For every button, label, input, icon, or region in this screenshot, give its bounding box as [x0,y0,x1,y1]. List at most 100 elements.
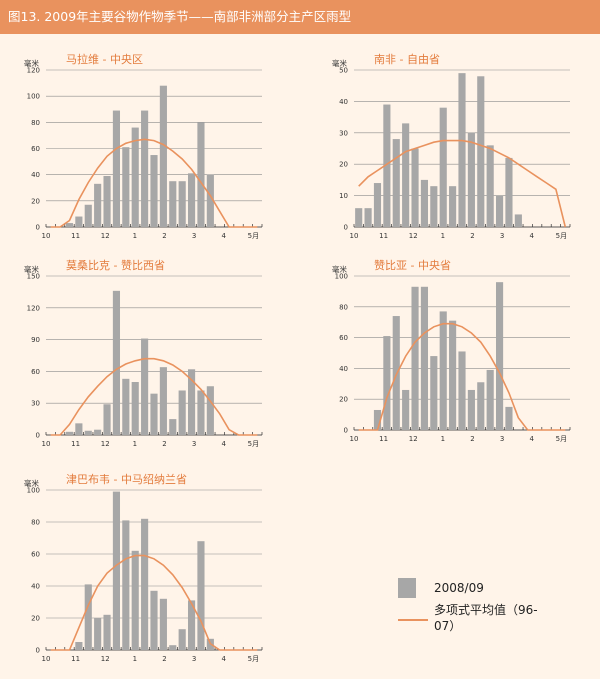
data-bar [94,183,102,227]
data-bar [514,214,522,227]
chart-title: 莫桑比克 - 赞比西省 [66,259,165,272]
average-curve [358,139,567,228]
data-bar [495,195,504,227]
data-bar [65,223,74,227]
x-tick-label: 1 [133,232,137,240]
x-tick-label: 12 [101,440,110,448]
y-tick-label: 20 [339,161,348,169]
x-tick-label: 4 [530,232,535,240]
x-tick-label: 4 [222,440,227,448]
y-tick-label: 20 [31,197,40,205]
x-tick-label: 2 [162,440,166,448]
x-tick-label: 11 [379,232,388,240]
data-bar [141,518,149,650]
data-bar [103,614,111,650]
chart-malawi: 马拉维 - 中央区 毫米 0 20 40 60 80 100 120 10 11 12 1 2 3 4 5月 [22,50,272,245]
data-bar [141,110,149,227]
data-bar [383,104,391,227]
data-bar [206,174,214,227]
legend-curve-label: 多项式平均值（96-07） [434,603,538,633]
x-tick-label: 11 [379,435,388,443]
y-axis-unit: 毫米 [332,264,347,274]
chart-mozambique: 莫桑比克 - 赞比西省 毫米 0 30 60 90 120 150 10 11 12 1 2 3 4 5月 [22,256,272,453]
x-tick-label: 11 [71,232,80,240]
y-tick-label: 40 [339,98,348,106]
y-tick-label: 0 [36,647,40,655]
data-bar [84,584,92,650]
data-bar [178,181,186,227]
y-tick-label: 60 [339,334,348,342]
data-bar [122,520,130,650]
x-tick-label: 3 [192,232,196,240]
data-bar [169,645,177,650]
y-tick-label: 0 [344,427,348,435]
data-bar [94,429,102,435]
x-tick-label: 3 [500,435,504,443]
data-bar [122,378,130,435]
y-tick-label: 40 [31,583,40,591]
data-bar [75,216,83,227]
data-bar [178,629,186,650]
chart-zambia: 赞比亚 - 中央省 毫米 0 20 40 60 80 100 10 11 12 1 2 3 4 5月 [330,256,580,448]
x-tick-label: 4 [222,655,227,663]
data-bar [439,311,447,430]
y-tick-label: 150 [27,273,40,281]
y-tick-label: 0 [36,224,40,232]
data-bar [112,290,121,435]
x-tick-label: 11 [71,655,80,663]
y-tick-label: 30 [31,400,40,408]
x-tick-label: 4 [530,435,535,443]
x-tick-label: 12 [101,655,110,663]
data-bar [449,320,457,430]
data-bar [84,430,92,435]
data-bar [197,122,205,227]
y-tick-label: 20 [339,396,348,404]
data-bar [364,208,372,227]
data-bar [141,338,149,435]
x-tick-label: 3 [192,655,196,663]
data-bar [187,173,196,227]
y-axis-unit: 毫米 [24,58,39,68]
data-bar [112,491,121,650]
data-bar [355,208,363,227]
chart-title: 马拉维 - 中央区 [66,52,143,66]
x-tick-label: 5月 [248,655,259,663]
x-tick-label: 5月 [556,232,567,240]
x-tick-label: 12 [409,435,418,443]
data-bar [486,369,494,430]
data-bar [467,132,475,227]
data-bar [505,157,513,227]
data-bar [75,642,83,650]
data-bar [505,406,513,430]
data-bar [75,423,83,435]
x-tick-label: 5月 [248,440,259,448]
data-bar [458,351,466,430]
x-tick-label: 3 [500,232,504,240]
data-bar [206,386,214,435]
x-tick-label: 5月 [248,232,259,240]
figure-title: 图13. 2009年主要谷物作物季节——南部非洲部分主产区雨型 [0,0,600,34]
data-bar [169,419,177,435]
data-bar [122,147,130,227]
data-bar [103,404,111,435]
x-tick-label: 10 [350,232,359,240]
data-bar [169,181,177,227]
data-bar [84,204,92,227]
x-tick-label: 1 [441,232,445,240]
x-tick-label: 2 [470,232,474,240]
y-axis-unit: 毫米 [24,478,39,488]
legend-curve-swatch [398,619,428,621]
y-tick-label: 100 [335,273,348,281]
y-axis-unit: 毫米 [24,264,39,274]
y-tick-label: 0 [344,224,348,232]
y-tick-label: 120 [27,67,40,75]
data-bar [420,286,429,430]
data-bar [131,127,139,227]
x-tick-label: 12 [409,232,418,240]
data-bar [131,550,139,650]
data-bar [430,186,438,227]
y-tick-label: 100 [27,93,40,101]
x-tick-label: 2 [162,232,166,240]
